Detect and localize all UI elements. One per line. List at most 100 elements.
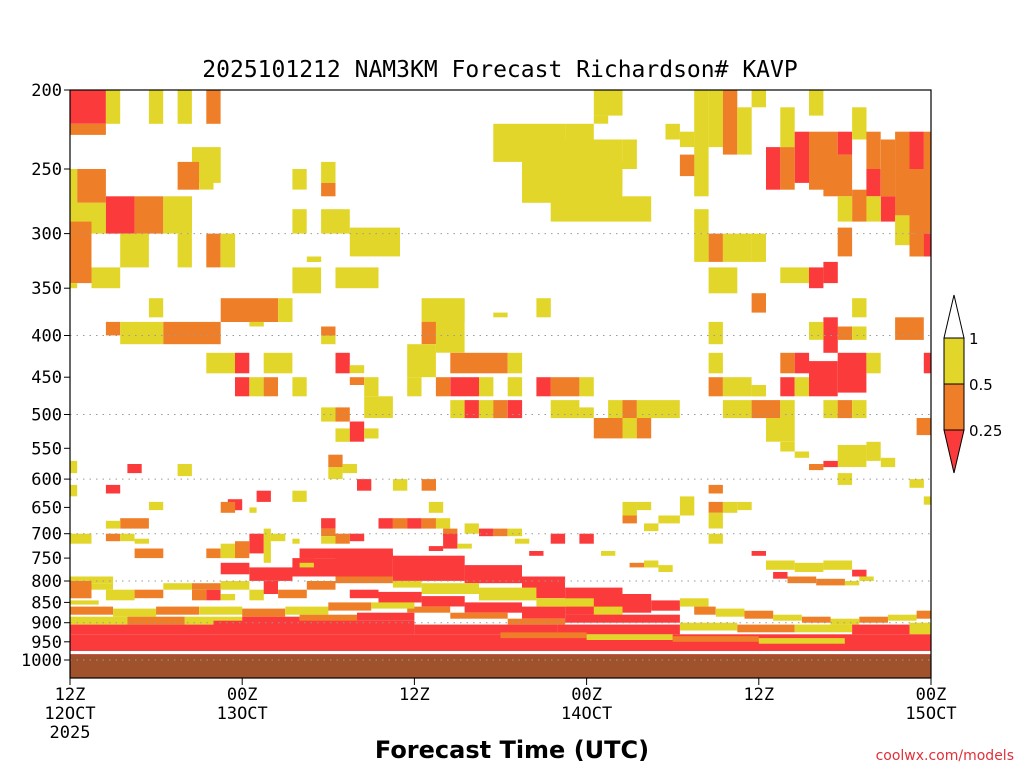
heatmap-cell: [256, 490, 271, 502]
heatmap-cell: [722, 233, 752, 262]
heatmap-cell: [443, 528, 458, 537]
heatmap-cell: [371, 602, 415, 609]
heatmap-cell: [342, 464, 357, 474]
heatmap-cell: [421, 583, 479, 594]
heatmap-cell: [242, 608, 286, 617]
heatmap-cell: [859, 576, 874, 581]
heatmap-cell: [493, 528, 508, 537]
heatmap-cell: [500, 632, 587, 639]
heatmap-cell: [773, 614, 802, 621]
heatmap-cell: [794, 352, 810, 374]
heatmap-cell: [823, 560, 853, 570]
y-tick-label: 750: [31, 549, 62, 569]
heatmap-cell: [220, 581, 250, 590]
heatmap-cell: [550, 533, 566, 544]
heatmap-cell: [916, 610, 931, 619]
heatmap-cell: [105, 520, 121, 529]
heatmap-cell: [923, 352, 931, 374]
heatmap-cell: [263, 581, 278, 594]
x-tick-label: 14OCT: [561, 704, 612, 724]
site-credit: coolwx.com/models: [876, 748, 1014, 764]
heatmap-cell: [428, 501, 444, 513]
heatmap-cell: [823, 317, 838, 336]
heatmap-cell: [852, 326, 867, 340]
heatmap-cell: [299, 548, 393, 559]
heatmap-cell: [335, 267, 379, 289]
heatmap-cell: [916, 418, 931, 436]
heatmap-cell: [407, 606, 451, 613]
heatmap-cell: [751, 385, 766, 397]
heatmap-cell: [830, 618, 860, 625]
heatmap-cell: [479, 587, 537, 601]
heatmap-cell: [120, 233, 149, 268]
heatmap-cell: [70, 283, 78, 289]
y-tick-label: 700: [31, 525, 62, 545]
heatmap-cell: [321, 326, 336, 336]
x-tick-label: 12Z: [399, 685, 430, 705]
heatmap-cell: [199, 169, 214, 190]
heatmap-cell: [321, 182, 336, 197]
heatmap-cell: [579, 377, 594, 397]
heatmap-cell: [880, 139, 896, 197]
heatmap-cell: [357, 479, 372, 491]
heatmap-cell: [249, 377, 264, 397]
heatmap-cell: [70, 90, 106, 124]
heatmap-cell: [601, 551, 616, 556]
heatmap-cell: [206, 548, 221, 559]
heatmap-cell: [249, 567, 293, 581]
heatmap-cell: [895, 215, 910, 246]
heatmap-cell: [177, 233, 192, 268]
heatmap-cell: [708, 533, 723, 544]
heatmap-cell: [464, 523, 479, 534]
x-tick-label: 15OCT: [905, 704, 956, 724]
heatmap-cell: [328, 602, 372, 611]
heatmap-cell: [70, 484, 78, 497]
heatmap-cell: [536, 377, 551, 397]
heatmap-cell: [751, 293, 766, 313]
heatmap-cell: [392, 479, 408, 491]
heatmap-cell: [794, 377, 810, 397]
heatmap-cell: [479, 528, 494, 537]
heatmap-cell: [70, 533, 92, 544]
heatmap-cell: [335, 352, 350, 374]
heatmap-cell: [378, 591, 422, 603]
heatmap-cell: [364, 428, 379, 439]
heatmap-cell: [177, 90, 192, 124]
heatmap-cell: [909, 169, 931, 234]
heatmap-cell: [235, 352, 250, 374]
heatmap-cell: [557, 624, 680, 635]
heatmap-cell: [421, 479, 436, 491]
heatmap-cell: [665, 123, 680, 140]
heatmap-cell: [464, 602, 522, 613]
heatmap-cell: [70, 581, 92, 599]
heatmap-cell: [335, 428, 350, 442]
heatmap-cell: [679, 496, 695, 516]
heatmap-cell: [852, 107, 867, 140]
heatmap-cell: [321, 161, 336, 183]
heatmap-cell: [479, 400, 494, 419]
heatmap-cell: [766, 560, 795, 570]
heatmap-cell: [787, 576, 817, 584]
heatmap-cell: [694, 233, 709, 262]
heatmap-cell: [722, 501, 738, 513]
heatmap-cell: [392, 581, 422, 588]
heatmap-cell: [837, 352, 867, 393]
heatmap-cell: [823, 154, 853, 197]
heatmap-cell: [866, 131, 881, 169]
heatmap-cell: [887, 614, 917, 621]
heatmap-cell: [421, 596, 465, 607]
heatmap-cell: [163, 321, 221, 345]
heatmap-cell: [593, 115, 609, 124]
heatmap-cell: [213, 620, 415, 635]
heatmap-cell: [407, 344, 436, 378]
x-tick-label: 12OCT: [44, 704, 95, 724]
heatmap-cell: [837, 400, 853, 419]
heatmap-cell: [321, 518, 336, 529]
y-tick-label: 650: [31, 498, 62, 518]
heatmap-cell: [378, 518, 393, 529]
heatmap-cell: [622, 400, 637, 419]
heatmap-cell: [235, 377, 250, 397]
heatmap-cell: [364, 396, 393, 418]
heatmap-cell: [77, 169, 106, 203]
